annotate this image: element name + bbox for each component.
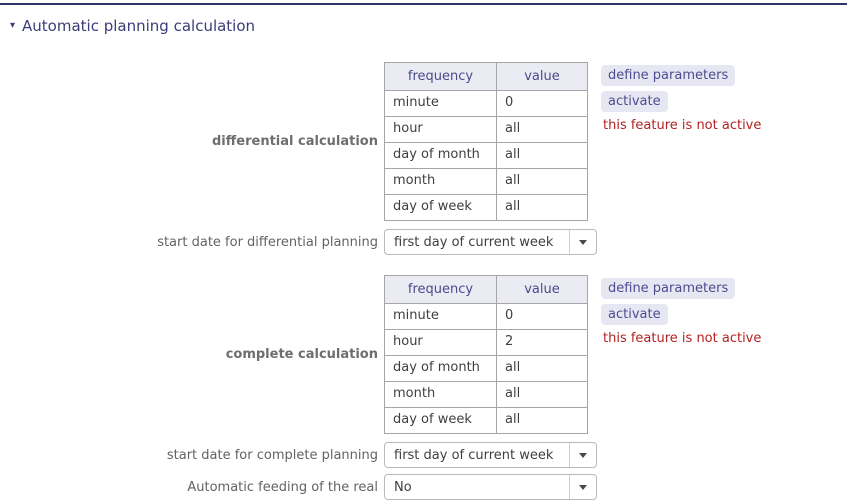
selected-value: No <box>394 479 412 495</box>
table-row: day of week all <box>384 194 588 221</box>
table-row: month all <box>384 381 588 408</box>
differential-actions: define parameters activate this feature … <box>601 62 761 133</box>
frequency-cell: month <box>384 168 497 195</box>
value-cell: all <box>496 381 588 408</box>
table-row: day of month all <box>384 142 588 169</box>
activate-button[interactable]: activate <box>601 91 668 112</box>
value-cell: 0 <box>496 303 588 330</box>
automatic-feeding-label: Automatic feeding of the real <box>187 479 378 495</box>
differential-start-date-row: start date for differential planning fir… <box>0 229 847 255</box>
value-cell: all <box>496 116 588 143</box>
selected-value: first day of current week <box>394 447 554 463</box>
section-divider <box>0 3 847 5</box>
dropdown-arrow-icon[interactable] <box>569 475 596 499</box>
automatic-feeding-row: Automatic feeding of the real No <box>0 474 847 500</box>
define-parameters-button[interactable]: define parameters <box>601 278 736 299</box>
frequency-cell: day of week <box>384 407 497 434</box>
frequency-cell: day of week <box>384 194 497 221</box>
value-cell: all <box>496 142 588 169</box>
frequency-column-header: frequency <box>384 275 497 304</box>
feature-status-text: this feature is not active <box>603 331 762 346</box>
start-date-differential-select[interactable]: first day of current week <box>384 229 597 255</box>
start-date-complete-select[interactable]: first day of current week <box>384 442 597 468</box>
value-cell: all <box>496 407 588 434</box>
complete-start-date-row: start date for complete planning first d… <box>0 442 847 468</box>
value-cell: all <box>496 355 588 382</box>
table-row: day of week all <box>384 407 588 434</box>
feature-status-text: this feature is not active <box>603 118 762 133</box>
dropdown-arrow-icon[interactable] <box>569 443 596 467</box>
frequency-cell: minute <box>384 90 497 117</box>
section-header: ▾ Automatic planning calculation <box>0 5 847 37</box>
value-cell: 2 <box>496 329 588 356</box>
table-header-row: frequency value <box>384 275 588 304</box>
table-row: minute 0 <box>384 90 588 117</box>
differential-calculation-label: differential calculation <box>212 134 378 149</box>
table-row: month all <box>384 168 588 195</box>
complete-actions: define parameters activate this feature … <box>601 275 761 346</box>
frequency-cell: hour <box>384 116 497 143</box>
value-cell: 0 <box>496 90 588 117</box>
table-row: minute 0 <box>384 303 588 330</box>
differential-frequency-table: frequency value minute 0 hour all day of… <box>384 62 588 221</box>
complete-frequency-table: frequency value minute 0 hour 2 day of m… <box>384 275 588 434</box>
frequency-cell: day of month <box>384 355 497 382</box>
define-parameters-button[interactable]: define parameters <box>601 65 736 86</box>
start-date-complete-label: start date for complete planning <box>166 447 378 463</box>
value-column-header: value <box>496 62 588 91</box>
dropdown-arrow-icon[interactable] <box>569 230 596 254</box>
differential-calculation-section: differential calculation frequency value… <box>0 62 847 221</box>
table-row: day of month all <box>384 355 588 382</box>
complete-calculation-label: complete calculation <box>225 347 378 362</box>
table-row: hour 2 <box>384 329 588 356</box>
collapse-arrow-icon[interactable]: ▾ <box>10 19 16 31</box>
frequency-cell: month <box>384 381 497 408</box>
frequency-cell: minute <box>384 303 497 330</box>
frequency-column-header: frequency <box>384 62 497 91</box>
selected-value: first day of current week <box>394 234 554 250</box>
value-column-header: value <box>496 275 588 304</box>
table-row: hour all <box>384 116 588 143</box>
activate-button[interactable]: activate <box>601 304 668 325</box>
page-title: Automatic planning calculation <box>22 16 256 35</box>
value-cell: all <box>496 194 588 221</box>
frequency-cell: day of month <box>384 142 497 169</box>
complete-calculation-section: complete calculation frequency value min… <box>0 275 847 434</box>
automatic-feeding-select[interactable]: No <box>384 474 597 500</box>
table-header-row: frequency value <box>384 62 588 91</box>
value-cell: all <box>496 168 588 195</box>
frequency-cell: hour <box>384 329 497 356</box>
start-date-differential-label: start date for differential planning <box>157 234 378 250</box>
